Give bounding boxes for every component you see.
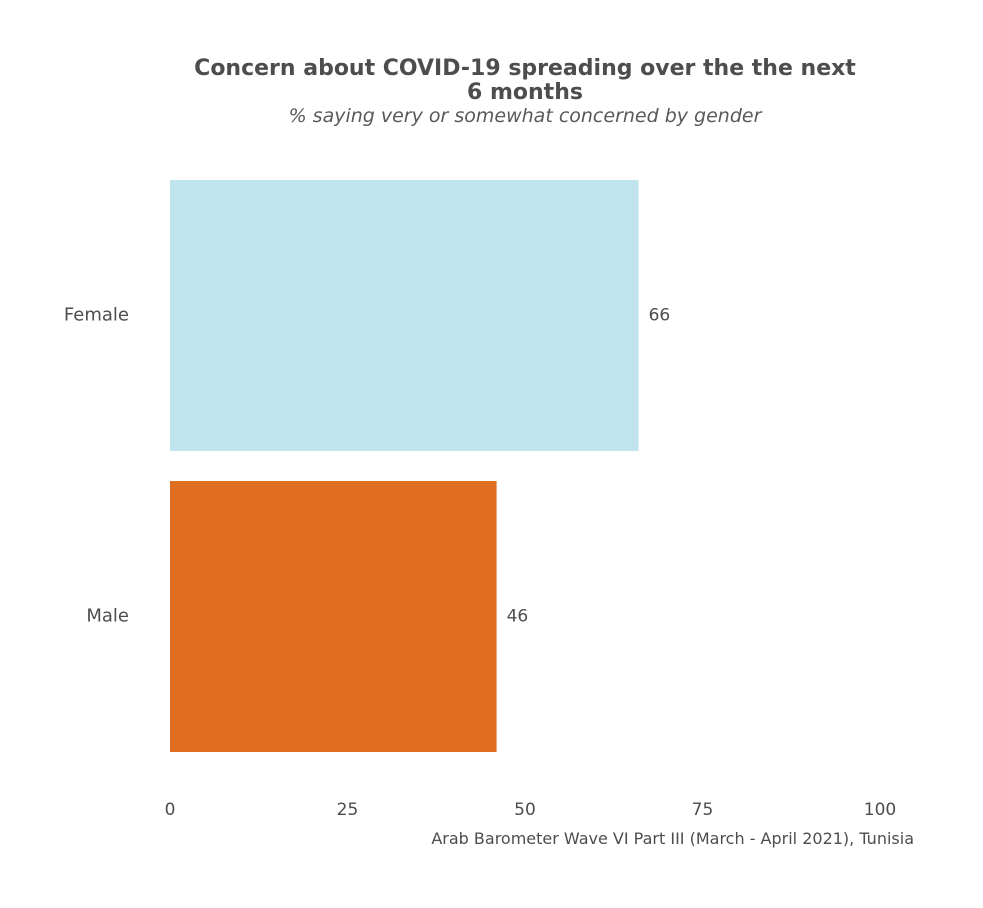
bars-group [170, 180, 639, 752]
chart-title-line-1: Concern about COVID-19 spreading over th… [194, 56, 856, 81]
chart-caption: Arab Barometer Wave VI Part III (March -… [431, 829, 914, 848]
x-tick-label-0: 0 [165, 800, 176, 820]
value-labels-group: 66 46 [507, 306, 671, 627]
x-tick-label-25: 25 [337, 800, 359, 820]
value-label-male: 46 [507, 607, 529, 627]
category-label-female: Female [64, 305, 129, 326]
value-label-female: 66 [649, 306, 671, 326]
x-axis-ticks-group: 0 25 50 75 100 [165, 800, 897, 820]
x-tick-label-100: 100 [864, 800, 896, 820]
x-tick-label-75: 75 [692, 800, 714, 820]
category-label-male: Male [86, 606, 129, 627]
bar-male [170, 481, 497, 752]
bar-female [170, 180, 639, 451]
chart-title-line-2: 6 months [467, 80, 583, 105]
category-labels-group: Female Male [64, 305, 129, 627]
chart-subtitle: % saying very or somewhat concerned by g… [288, 105, 762, 127]
x-tick-label-50: 50 [514, 800, 536, 820]
